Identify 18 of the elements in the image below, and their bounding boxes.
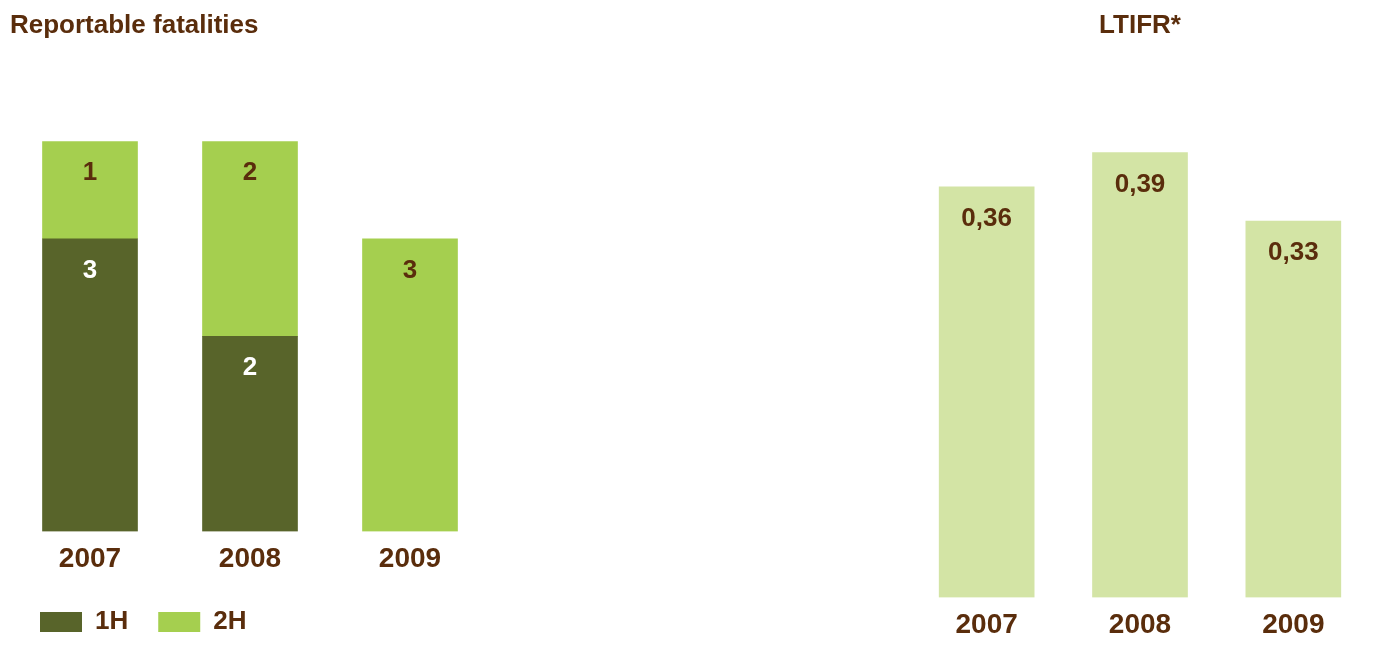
chart-title: LTIFR* [1099, 8, 1182, 39]
x-tick-label: 2008 [218, 541, 282, 573]
data-label: 2 [242, 156, 258, 187]
data-label: 2 [242, 351, 258, 382]
x-tick-label: 2007 [955, 607, 1018, 639]
x-tick-label: 2007 [58, 541, 122, 573]
data-label: 0,36 [961, 201, 1012, 232]
x-tick-label: 2008 [1108, 607, 1172, 639]
x-tick-label: 2009 [378, 541, 442, 573]
data-label: 0,33 [1268, 236, 1319, 267]
data-label: 3 [402, 253, 418, 284]
data-label: 0,39 [1114, 167, 1166, 198]
data-label: 3 [82, 253, 98, 284]
data-label: 1 [82, 156, 98, 187]
x-tick-label: 2009 [1262, 607, 1325, 639]
chart-title: Reportable fatalities [10, 8, 259, 39]
legend-label: 2H [213, 605, 247, 636]
legend-label: 1H [95, 605, 129, 636]
